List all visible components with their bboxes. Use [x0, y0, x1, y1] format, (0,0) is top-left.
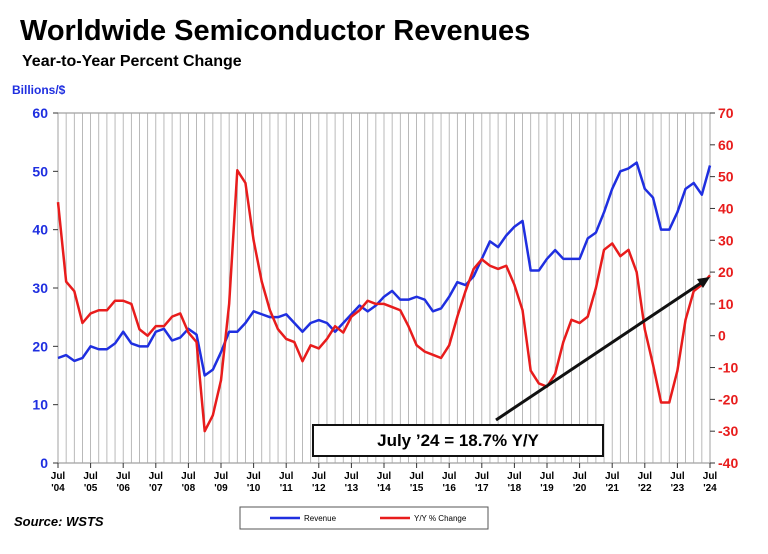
y2-tick-label: -10	[718, 360, 738, 376]
x-tick-label: Jul '10	[246, 471, 261, 494]
legend-label: Revenue	[304, 514, 337, 523]
arrow	[495, 279, 705, 422]
chart-title: Worldwide Semiconductor Revenues	[20, 15, 530, 47]
y-tick-label: 20	[32, 338, 48, 354]
x-tick-label: Jul '18	[507, 471, 522, 494]
y2-tick-label: 30	[718, 232, 734, 248]
x-tick-label: Jul '24	[703, 471, 718, 494]
x-tick-label: Jul '05	[83, 471, 98, 494]
annotation-box	[312, 424, 604, 457]
legend	[239, 506, 489, 530]
x-tick-label: Jul '20	[572, 471, 587, 494]
annotation: July ’24 = 18.7% Y/Y	[377, 431, 539, 450]
x-tick-label: Jul '21	[605, 471, 620, 494]
y2-tick-label: 60	[718, 137, 734, 153]
x-tick-label: Jul '23	[670, 471, 685, 494]
x-tick-label: Jul '19	[540, 471, 555, 494]
y-tick-label: 30	[32, 280, 48, 296]
x-tick-label: Jul '08	[181, 471, 196, 494]
y-tick-label: 10	[32, 397, 48, 413]
chart-subtitle: Year-to-Year Percent Change	[22, 53, 242, 70]
x-tick-label: Jul '13	[344, 471, 359, 494]
x-tick-label: Jul '16	[442, 471, 457, 494]
y-tick-label: 50	[32, 163, 48, 179]
x-tick-label: Jul '11	[279, 471, 294, 494]
plot-area	[53, 112, 715, 468]
arrow-head	[697, 277, 710, 288]
x-tick-label: Jul '04	[51, 471, 66, 494]
y-tick-label: 40	[32, 222, 48, 238]
y2-tick-label: 20	[718, 264, 734, 280]
x-tick-label: Jul '06	[116, 471, 131, 494]
x-tick-label: Jul '22	[638, 471, 653, 494]
y2-tick-label: -40	[718, 455, 738, 471]
legend-label: Y/Y % Change	[414, 514, 467, 523]
y-tick-label: 60	[32, 105, 48, 121]
x-tick-label: Jul '12	[312, 471, 327, 494]
x-tick-label: Jul '09	[214, 471, 229, 494]
y2-tick-label: -30	[718, 423, 738, 439]
x-tick-label: Jul '14	[377, 471, 392, 494]
y2-tick-label: 0	[718, 328, 726, 344]
y-tick-label: 0	[40, 455, 48, 471]
x-tick-label: Jul '17	[475, 471, 490, 494]
y2-tick-label: 40	[718, 200, 734, 216]
series-line	[57, 161, 712, 377]
y-axis-label: Billions/$	[12, 83, 66, 97]
x-tick-label: Jul '15	[409, 471, 424, 494]
y2-tick-label: 50	[718, 169, 734, 185]
y2-tick-label: 10	[718, 296, 734, 312]
series-line	[56, 169, 711, 433]
source: Source: WSTS	[14, 514, 104, 529]
x-tick-label: Jul '07	[149, 471, 164, 494]
y2-tick-label: -20	[718, 391, 738, 407]
y2-tick-label: 70	[718, 105, 734, 121]
